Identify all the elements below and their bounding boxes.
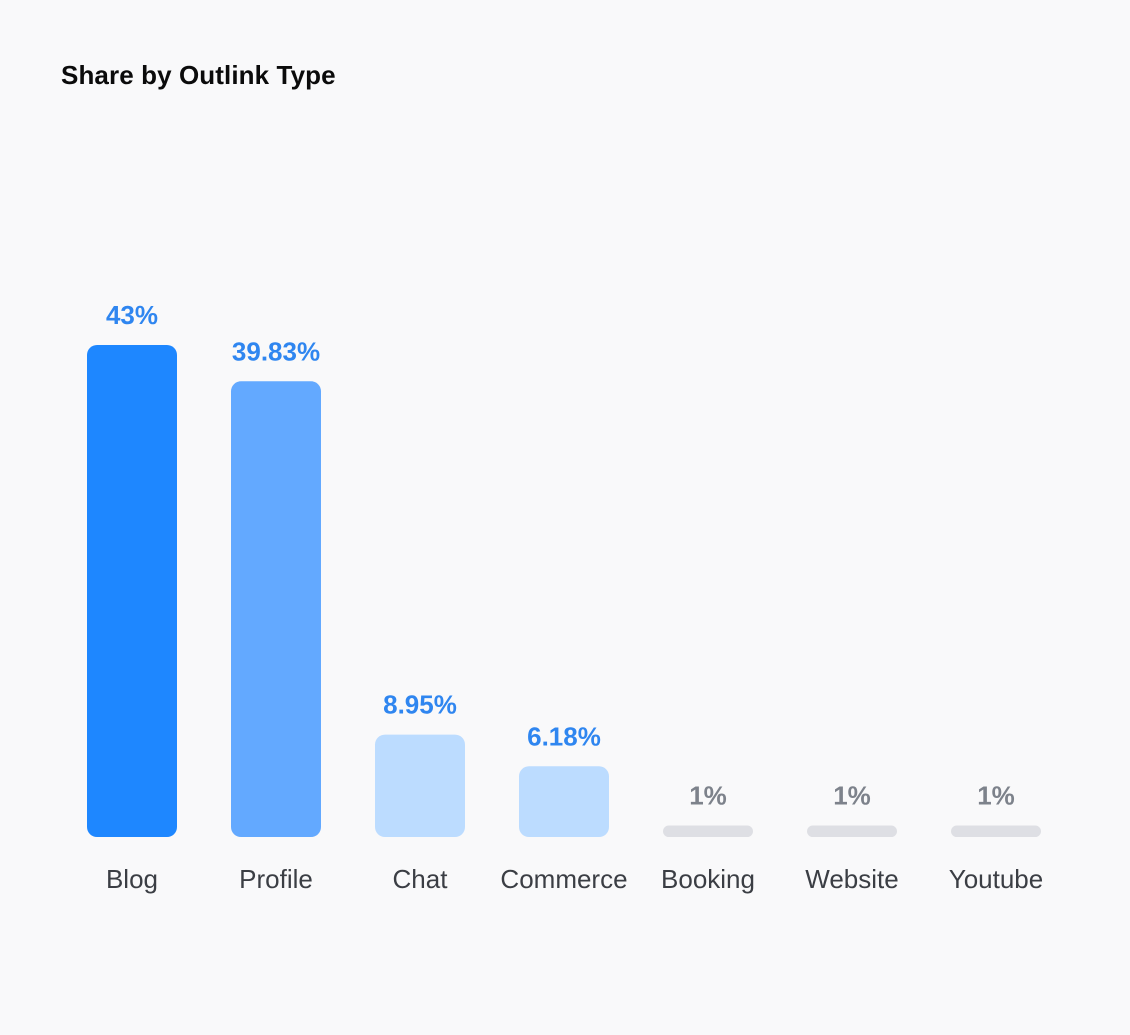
bar-commerce: [519, 766, 609, 837]
bar-profile: [231, 381, 321, 837]
bar-youtube: [951, 825, 1041, 837]
bar-blog: [87, 345, 177, 837]
value-label-website: 1%: [833, 781, 871, 811]
chart-title: Share by Outlink Type: [61, 60, 336, 90]
category-label-website: Website: [805, 864, 898, 894]
category-label-blog: Blog: [106, 864, 158, 894]
value-labels-group: 43% 39.83% 8.95% 6.18% 1% 1% 1%: [106, 300, 1015, 811]
bar-chat: [375, 734, 465, 837]
value-label-chat: 8.95%: [383, 690, 457, 720]
bar-booking: [663, 825, 753, 837]
bars-group: [87, 345, 1041, 837]
category-label-booking: Booking: [661, 864, 755, 894]
value-label-booking: 1%: [689, 781, 727, 811]
category-labels-group: Blog Profile Chat Commerce Booking Website You…: [106, 864, 1043, 894]
value-label-commerce: 6.18%: [527, 721, 601, 751]
value-label-blog: 43%: [106, 300, 158, 330]
category-label-commerce: Commerce: [500, 864, 627, 894]
value-label-profile: 39.83%: [232, 336, 320, 366]
category-label-chat: Chat: [393, 864, 449, 894]
category-label-youtube: Youtube: [949, 864, 1043, 894]
bar-website: [807, 825, 897, 837]
value-label-youtube: 1%: [977, 781, 1015, 811]
category-label-profile: Profile: [239, 864, 313, 894]
